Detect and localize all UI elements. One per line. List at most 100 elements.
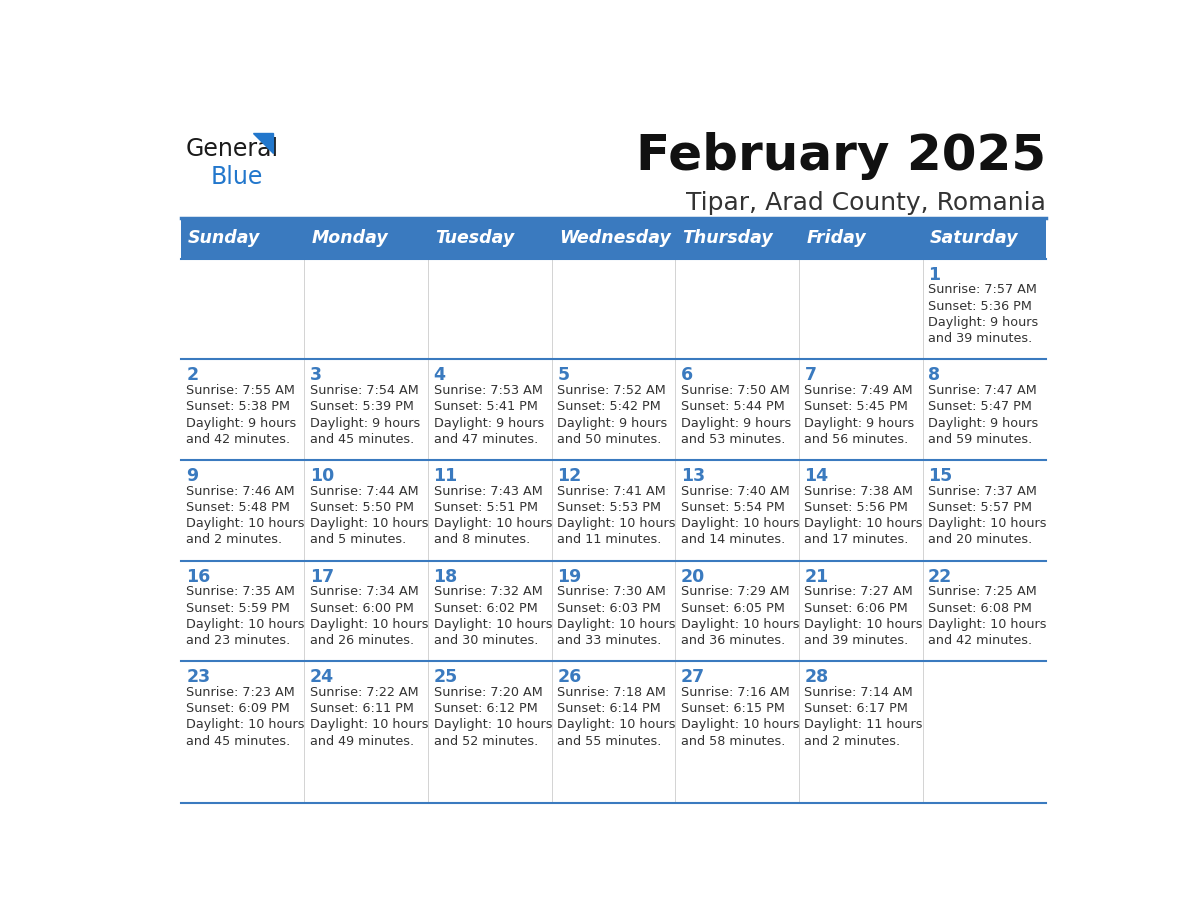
Text: 2: 2	[187, 366, 198, 385]
Text: and 39 minutes.: and 39 minutes.	[928, 332, 1032, 345]
Text: Sunrise: 7:25 AM: Sunrise: 7:25 AM	[928, 586, 1037, 599]
Text: 8: 8	[928, 366, 940, 385]
Text: and 20 minutes.: and 20 minutes.	[928, 533, 1032, 546]
Bar	[428, 218, 551, 259]
Text: Sunset: 6:11 PM: Sunset: 6:11 PM	[310, 702, 413, 715]
Polygon shape	[253, 133, 273, 152]
Text: Sunrise: 7:29 AM: Sunrise: 7:29 AM	[681, 586, 789, 599]
Bar	[181, 259, 1047, 359]
Text: Sunrise: 7:14 AM: Sunrise: 7:14 AM	[804, 686, 914, 699]
Bar	[181, 661, 1047, 762]
Text: and 5 minutes.: and 5 minutes.	[310, 533, 406, 546]
Text: and 58 minutes.: and 58 minutes.	[681, 734, 785, 748]
Bar	[551, 218, 675, 259]
Text: Daylight: 9 hours: Daylight: 9 hours	[804, 417, 915, 430]
Text: and 50 minutes.: and 50 minutes.	[557, 432, 662, 446]
Text: Daylight: 10 hours: Daylight: 10 hours	[557, 719, 676, 732]
Text: and 49 minutes.: and 49 minutes.	[310, 734, 413, 748]
Text: and 23 minutes.: and 23 minutes.	[187, 634, 291, 647]
Text: Sunset: 6:09 PM: Sunset: 6:09 PM	[187, 702, 290, 715]
Text: 3: 3	[310, 366, 322, 385]
Text: and 8 minutes.: and 8 minutes.	[434, 533, 530, 546]
Text: Daylight: 10 hours: Daylight: 10 hours	[187, 719, 305, 732]
Text: Sunset: 5:48 PM: Sunset: 5:48 PM	[187, 501, 290, 514]
Text: Daylight: 10 hours: Daylight: 10 hours	[310, 719, 429, 732]
Text: 19: 19	[557, 567, 581, 586]
Text: Daylight: 10 hours: Daylight: 10 hours	[681, 719, 800, 732]
Text: Sunrise: 7:37 AM: Sunrise: 7:37 AM	[928, 485, 1037, 498]
Text: Daylight: 10 hours: Daylight: 10 hours	[310, 618, 429, 631]
Text: Daylight: 9 hours: Daylight: 9 hours	[681, 417, 791, 430]
Text: Sunset: 6:03 PM: Sunset: 6:03 PM	[557, 601, 661, 614]
Text: Sunset: 6:14 PM: Sunset: 6:14 PM	[557, 702, 661, 715]
Text: Sunrise: 7:38 AM: Sunrise: 7:38 AM	[804, 485, 914, 498]
Text: Friday: Friday	[807, 230, 866, 247]
Text: Daylight: 9 hours: Daylight: 9 hours	[928, 417, 1038, 430]
Text: 21: 21	[804, 567, 829, 586]
Text: and 47 minutes.: and 47 minutes.	[434, 432, 538, 446]
Text: Sunset: 6:05 PM: Sunset: 6:05 PM	[681, 601, 784, 614]
Text: Sunset: 6:12 PM: Sunset: 6:12 PM	[434, 702, 537, 715]
Text: Tuesday: Tuesday	[435, 230, 514, 247]
Text: Monday: Monday	[311, 230, 388, 247]
Text: Sunrise: 7:30 AM: Sunrise: 7:30 AM	[557, 586, 666, 599]
Text: Daylight: 10 hours: Daylight: 10 hours	[434, 517, 552, 531]
Text: February 2025: February 2025	[636, 132, 1047, 180]
Text: 9: 9	[187, 467, 198, 485]
Text: Sunrise: 7:18 AM: Sunrise: 7:18 AM	[557, 686, 666, 699]
Text: Daylight: 10 hours: Daylight: 10 hours	[187, 618, 305, 631]
Text: and 52 minutes.: and 52 minutes.	[434, 734, 538, 748]
Text: Blue: Blue	[211, 165, 264, 189]
Text: 16: 16	[187, 567, 210, 586]
Text: Sunset: 5:42 PM: Sunset: 5:42 PM	[557, 400, 661, 413]
Text: 15: 15	[928, 467, 953, 485]
Text: Sunset: 6:17 PM: Sunset: 6:17 PM	[804, 702, 909, 715]
Text: Wednesday: Wednesday	[560, 230, 671, 247]
Text: 5: 5	[557, 366, 569, 385]
Text: and 53 minutes.: and 53 minutes.	[681, 432, 785, 446]
Text: and 42 minutes.: and 42 minutes.	[187, 432, 290, 446]
Bar	[304, 218, 428, 259]
Text: Sunset: 5:45 PM: Sunset: 5:45 PM	[804, 400, 909, 413]
Text: and 14 minutes.: and 14 minutes.	[681, 533, 785, 546]
Text: 27: 27	[681, 668, 704, 687]
Text: Sunrise: 7:49 AM: Sunrise: 7:49 AM	[804, 384, 914, 397]
Text: Daylight: 10 hours: Daylight: 10 hours	[434, 618, 552, 631]
Text: Daylight: 10 hours: Daylight: 10 hours	[804, 517, 923, 531]
Text: Daylight: 10 hours: Daylight: 10 hours	[928, 517, 1047, 531]
Text: and 56 minutes.: and 56 minutes.	[804, 432, 909, 446]
Bar	[675, 218, 798, 259]
Text: 28: 28	[804, 668, 829, 687]
Text: Sunset: 5:59 PM: Sunset: 5:59 PM	[187, 601, 290, 614]
Text: 14: 14	[804, 467, 828, 485]
Text: Sunset: 5:38 PM: Sunset: 5:38 PM	[187, 400, 290, 413]
Text: Daylight: 10 hours: Daylight: 10 hours	[434, 719, 552, 732]
Text: Sunrise: 7:22 AM: Sunrise: 7:22 AM	[310, 686, 418, 699]
Text: Sunset: 5:53 PM: Sunset: 5:53 PM	[557, 501, 662, 514]
Text: and 39 minutes.: and 39 minutes.	[804, 634, 909, 647]
Text: Sunset: 5:50 PM: Sunset: 5:50 PM	[310, 501, 413, 514]
Text: Sunset: 6:00 PM: Sunset: 6:00 PM	[310, 601, 413, 614]
Text: Sunrise: 7:23 AM: Sunrise: 7:23 AM	[187, 686, 295, 699]
Text: Daylight: 10 hours: Daylight: 10 hours	[928, 618, 1047, 631]
Text: 12: 12	[557, 467, 581, 485]
Text: 11: 11	[434, 467, 457, 485]
Bar	[181, 218, 304, 259]
Text: and 2 minutes.: and 2 minutes.	[804, 734, 901, 748]
Text: 20: 20	[681, 567, 704, 586]
Text: and 17 minutes.: and 17 minutes.	[804, 533, 909, 546]
Text: Daylight: 10 hours: Daylight: 10 hours	[310, 517, 429, 531]
Text: Sunset: 5:51 PM: Sunset: 5:51 PM	[434, 501, 537, 514]
Text: Sunset: 5:44 PM: Sunset: 5:44 PM	[681, 400, 784, 413]
Text: 25: 25	[434, 668, 457, 687]
Text: Daylight: 9 hours: Daylight: 9 hours	[434, 417, 544, 430]
Text: Sunrise: 7:47 AM: Sunrise: 7:47 AM	[928, 384, 1037, 397]
Text: Sunset: 6:02 PM: Sunset: 6:02 PM	[434, 601, 537, 614]
Text: Sunrise: 7:50 AM: Sunrise: 7:50 AM	[681, 384, 790, 397]
Text: 23: 23	[187, 668, 210, 687]
Text: and 42 minutes.: and 42 minutes.	[928, 634, 1032, 647]
Text: Daylight: 9 hours: Daylight: 9 hours	[557, 417, 668, 430]
Text: Sunrise: 7:20 AM: Sunrise: 7:20 AM	[434, 686, 542, 699]
Text: 1: 1	[928, 265, 940, 284]
Text: and 33 minutes.: and 33 minutes.	[557, 634, 662, 647]
